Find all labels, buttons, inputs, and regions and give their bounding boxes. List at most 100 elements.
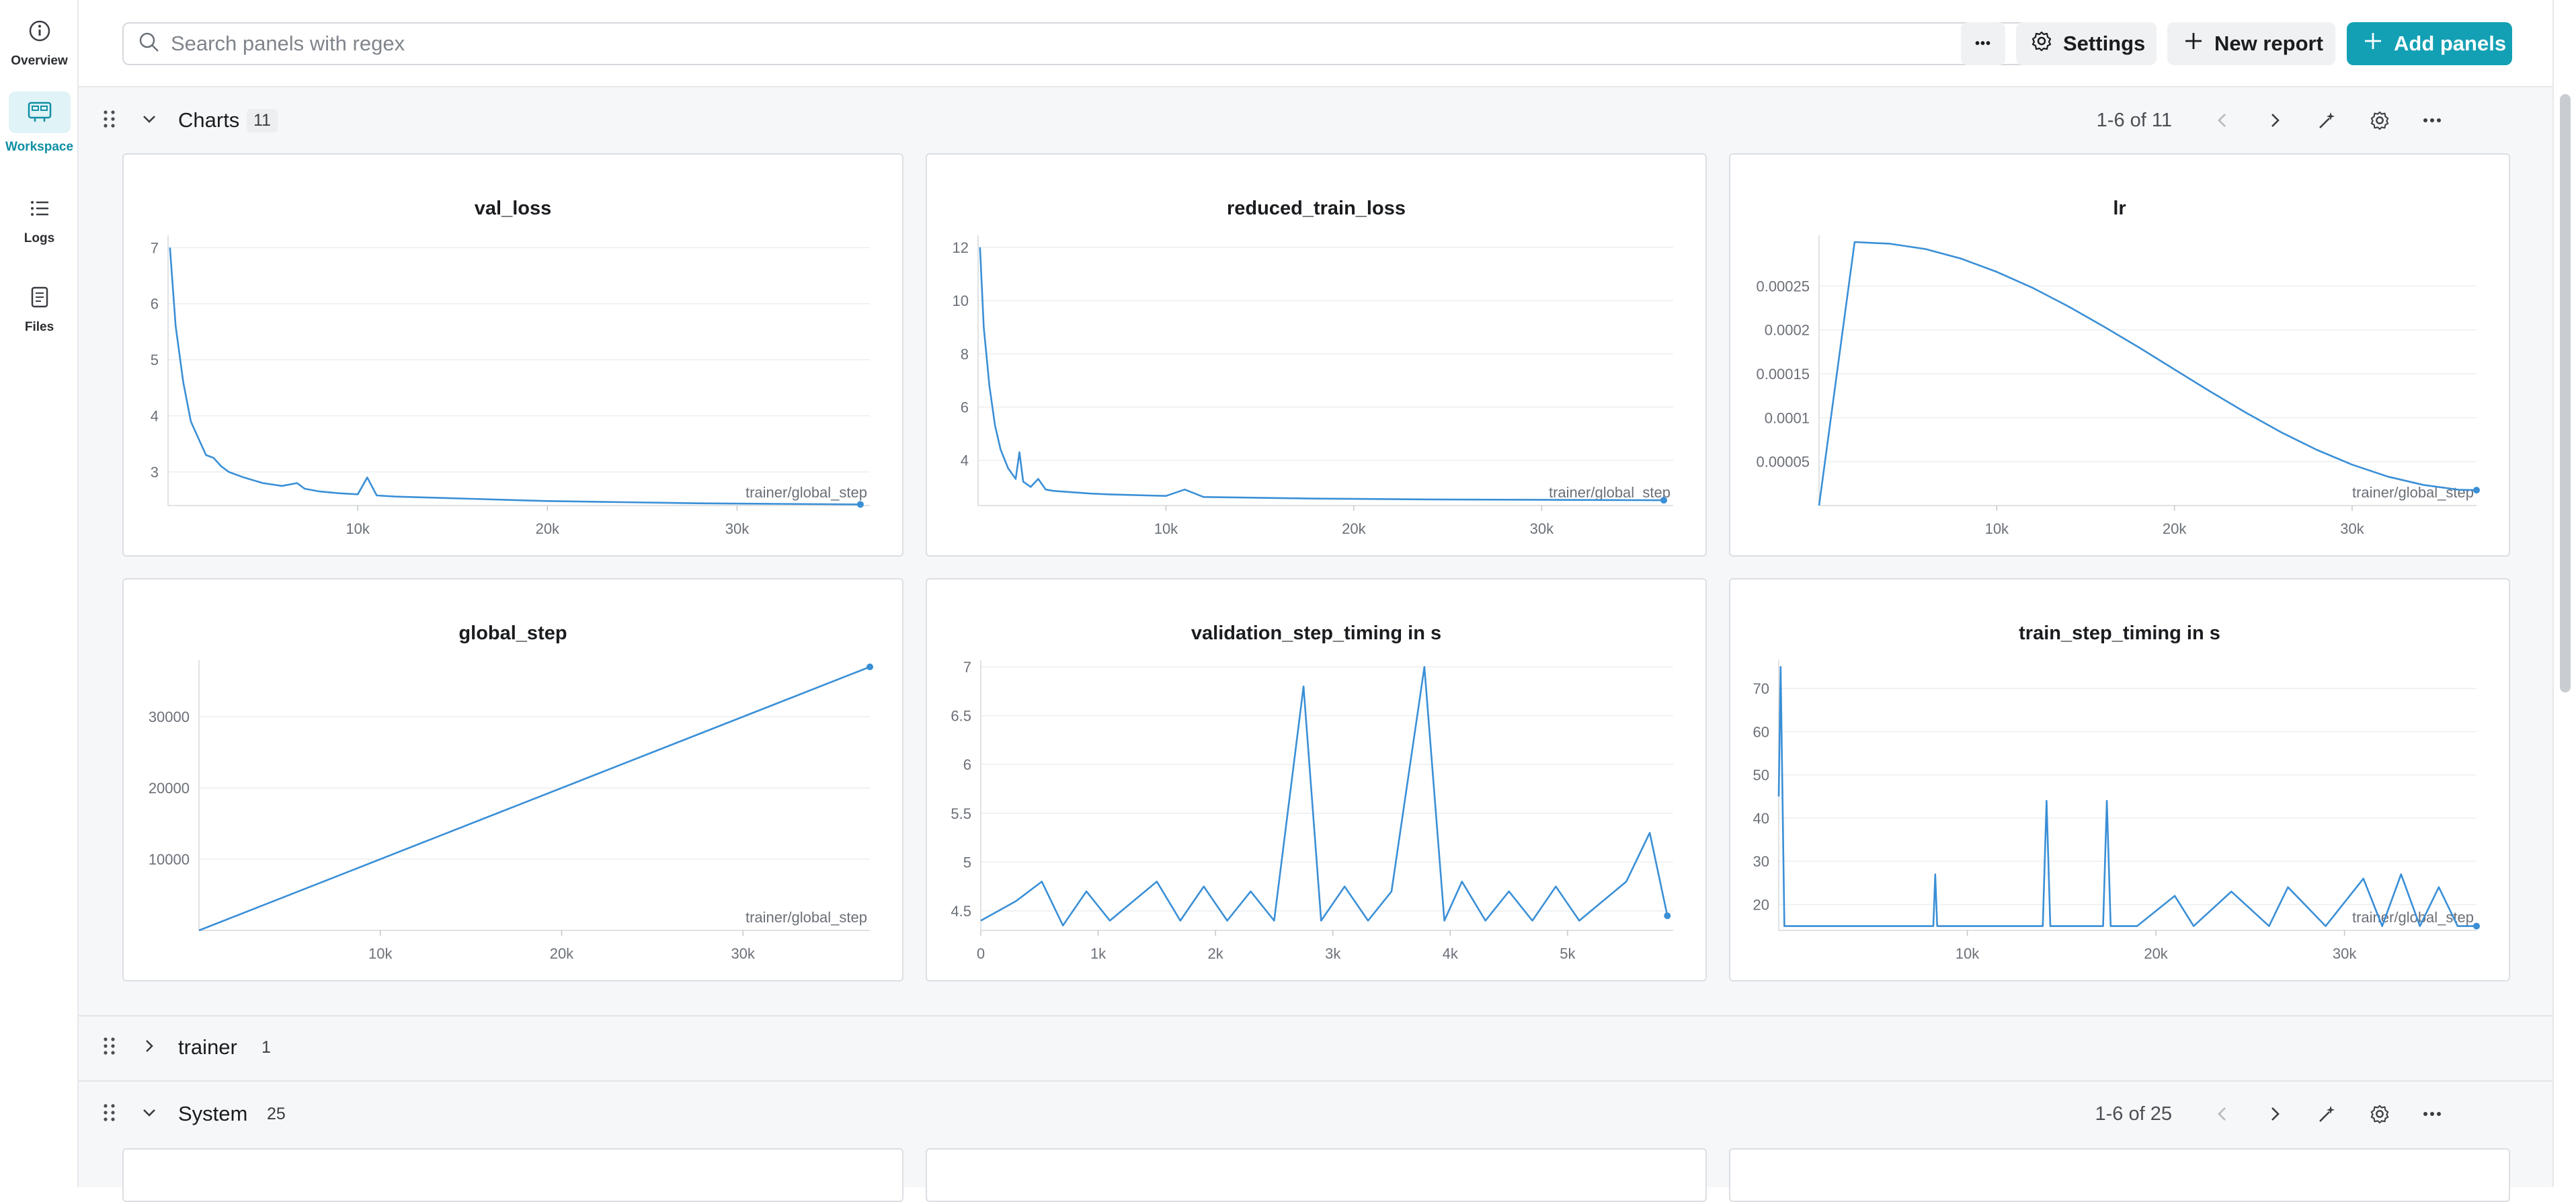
series-line bbox=[1818, 241, 2477, 506]
charts-pager: 1-6 of 11 bbox=[2097, 100, 2458, 141]
search-icon bbox=[138, 32, 160, 56]
series-line bbox=[980, 666, 1668, 926]
x-tick-label: 10k bbox=[1956, 945, 1980, 962]
settings-button[interactable]: Settings bbox=[2016, 22, 2157, 65]
y-tick-label: 4 bbox=[961, 452, 969, 469]
y-tick-label: 60 bbox=[1753, 723, 1769, 740]
more-icon[interactable] bbox=[2406, 1094, 2458, 1134]
chart-panel-reduced-train-loss[interactable]: reduced_train_loss 4 6 8 10 12 10k 20k 30k train… bbox=[926, 153, 1707, 557]
scrollbar-thumb[interactable] bbox=[2560, 94, 2571, 692]
y-tick-label: 4 bbox=[151, 408, 159, 425]
add-panels-label: Add panels bbox=[2394, 32, 2507, 55]
workspace-main: Charts 11 1-6 of 11 val_loss 3 4 5 6 7 10k 20k… bbox=[79, 87, 2552, 1202]
series-line bbox=[979, 247, 1664, 502]
x-tick-label: 1k bbox=[1090, 945, 1106, 962]
pager-text: 1-6 of 11 bbox=[2096, 109, 2172, 131]
chevron-right-icon[interactable] bbox=[140, 1037, 158, 1058]
x-tick-label: 20k bbox=[1342, 520, 1366, 537]
system-panel[interactable] bbox=[1729, 1148, 2510, 1202]
section-title: System bbox=[178, 1102, 248, 1125]
reduced-train-loss-chart: 4 6 8 10 12 10k 20k 30k trainer/global_step bbox=[953, 235, 1673, 537]
more-options-button[interactable]: ••• bbox=[1961, 22, 2005, 65]
x-tick-label: 20k bbox=[2144, 945, 2168, 962]
chevron-right-icon[interactable] bbox=[2249, 100, 2301, 141]
rail-item-files[interactable]: Files bbox=[7, 276, 72, 350]
system-panel[interactable] bbox=[926, 1148, 1707, 1202]
drag-handle-icon[interactable] bbox=[102, 1103, 117, 1126]
chart-panel-val-loss[interactable]: val_loss 3 4 5 6 7 10k 20k 30k trainer/global_st… bbox=[122, 153, 903, 557]
y-tick-label: 20000 bbox=[149, 780, 190, 797]
x-tick-label: 10k bbox=[368, 945, 393, 962]
y-tick-label: 30000 bbox=[149, 709, 190, 725]
file-icon bbox=[24, 281, 56, 313]
chevron-down-icon[interactable] bbox=[140, 1104, 158, 1125]
rail-item-logs[interactable]: Logs bbox=[7, 187, 72, 261]
y-tick-label: 0.0001 bbox=[1765, 409, 1810, 426]
section-divider bbox=[79, 1015, 2552, 1016]
list-icon bbox=[24, 192, 56, 225]
last-point-marker bbox=[1664, 912, 1671, 920]
section-count-badge: 11 bbox=[247, 108, 278, 132]
chart-title: val_loss bbox=[474, 198, 552, 219]
chevron-left-icon[interactable] bbox=[2196, 1094, 2249, 1134]
x-tick-label: 10k bbox=[346, 520, 370, 537]
y-tick-label: 70 bbox=[1753, 680, 1769, 697]
y-tick-label: 4.5 bbox=[951, 903, 971, 920]
x-axis-name: trainer/global_step bbox=[746, 909, 867, 926]
x-axis-name: trainer/global_step bbox=[1549, 484, 1671, 501]
magic-wand-icon[interactable] bbox=[2301, 1094, 2353, 1134]
search-box[interactable] bbox=[122, 22, 2030, 65]
gear-icon[interactable] bbox=[2353, 1094, 2406, 1134]
chevron-left-icon[interactable] bbox=[2196, 100, 2249, 141]
chart-panel-global-step[interactable]: global_step 10000 20000 30000 10k 20k 30k trai… bbox=[122, 578, 903, 981]
x-tick-label: 30k bbox=[1530, 520, 1554, 537]
section-header-system: System 25 1-6 of 25 bbox=[79, 1081, 2552, 1147]
x-tick-label: 30k bbox=[725, 520, 750, 537]
y-tick-label: 7 bbox=[963, 659, 971, 676]
chart-panel-validation-step-timing[interactable]: validation_step_timing in s 4.5 5 5.5 6 6.5 7… bbox=[926, 578, 1707, 981]
chart-panel-lr[interactable]: lr 0.00005 0.0001 0.00015 0.0002 0.00025 10k 2… bbox=[1729, 153, 2510, 557]
drag-handle-icon[interactable] bbox=[102, 109, 117, 132]
chevron-down-icon[interactable] bbox=[140, 110, 158, 131]
x-tick-label: 4k bbox=[1443, 945, 1459, 962]
add-panels-button[interactable]: Add panels bbox=[2347, 22, 2512, 65]
chart-title: lr bbox=[2113, 198, 2126, 219]
rail-item-label: Workspace bbox=[5, 140, 74, 154]
y-tick-label: 8 bbox=[961, 346, 969, 362]
chart-title: global_step bbox=[458, 623, 567, 644]
info-icon bbox=[24, 15, 56, 47]
y-tick-label: 6 bbox=[961, 399, 969, 415]
section-title: Charts bbox=[178, 108, 240, 132]
new-report-label: New report bbox=[2214, 32, 2323, 55]
vertical-scrollbar[interactable] bbox=[2552, 0, 2576, 1187]
last-point-marker bbox=[867, 664, 873, 670]
rail-item-workspace[interactable]: Workspace bbox=[5, 91, 74, 165]
section-divider bbox=[79, 1080, 2552, 1082]
y-tick-label: 10 bbox=[953, 292, 969, 309]
chart-title: reduced_train_loss bbox=[1227, 198, 1406, 219]
series-line bbox=[198, 666, 871, 932]
gear-icon[interactable] bbox=[2353, 100, 2406, 141]
rail-item-label: Logs bbox=[24, 231, 55, 245]
y-tick-label: 3 bbox=[151, 464, 159, 481]
system-panel[interactable] bbox=[122, 1148, 903, 1202]
y-tick-label: 20 bbox=[1753, 896, 1769, 913]
validation-step-timing-chart: 4.5 5 5.5 6 6.5 7 0 1k 2k 3k 4k 5k bbox=[951, 659, 1673, 962]
x-tick-label: 20k bbox=[536, 520, 560, 537]
search-input[interactable] bbox=[171, 32, 1986, 56]
plus-icon bbox=[2183, 31, 2204, 56]
section-count-badge: 25 bbox=[267, 1104, 286, 1123]
x-tick-label: 30k bbox=[731, 945, 755, 962]
x-tick-label: 30k bbox=[2340, 520, 2364, 537]
new-report-button[interactable]: New report bbox=[2167, 22, 2335, 65]
drag-handle-icon[interactable] bbox=[102, 1036, 117, 1059]
rail-item-overview[interactable]: Overview bbox=[7, 9, 72, 83]
chevron-right-icon[interactable] bbox=[2249, 1094, 2301, 1134]
x-axis-name: trainer/global_step bbox=[2352, 484, 2474, 501]
chart-panel-train-step-timing[interactable]: train_step_timing in s 20 30 40 50 60 70 10k 20… bbox=[1729, 578, 2510, 981]
more-icon[interactable] bbox=[2406, 100, 2458, 141]
magic-wand-icon[interactable] bbox=[2301, 100, 2353, 141]
x-tick-label: 10k bbox=[1985, 520, 2009, 537]
